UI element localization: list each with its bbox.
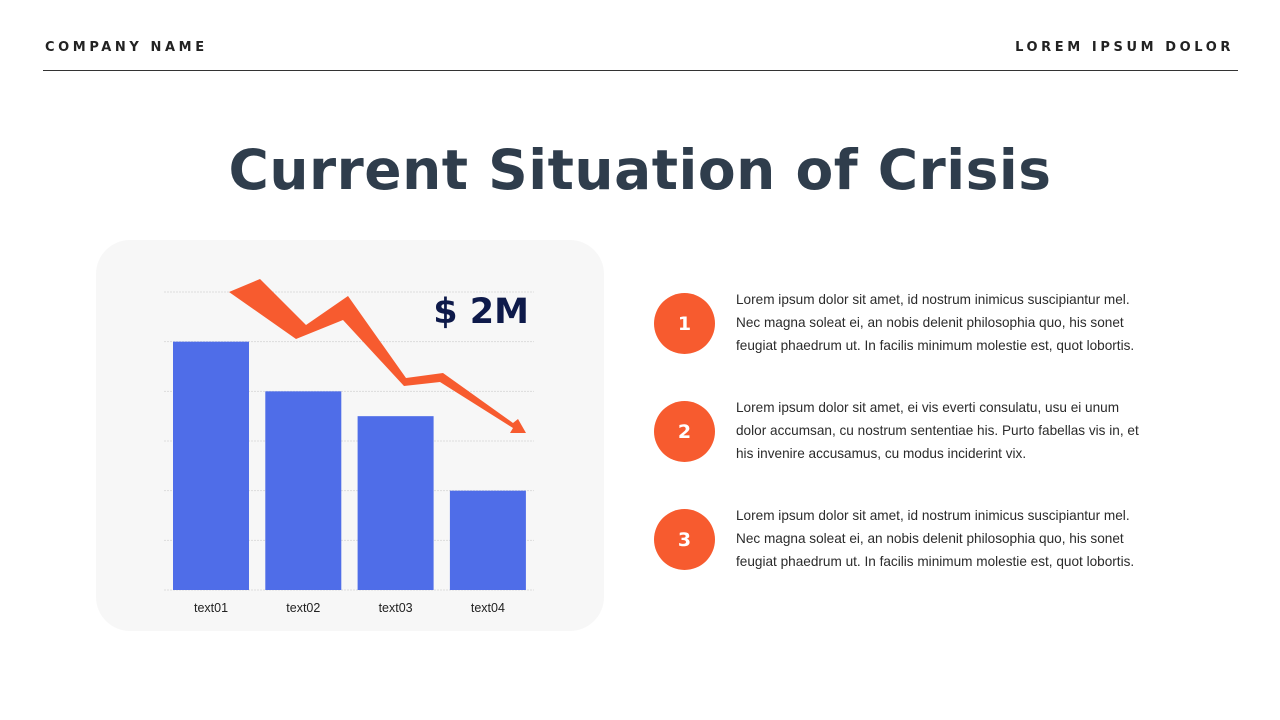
chart-card — [96, 240, 604, 631]
item-text: Lorem ipsum dolor sit amet, id nostrum i… — [736, 288, 1206, 357]
text-line: Lorem ipsum dolor sit amet, id nostrum i… — [736, 292, 1130, 307]
number-badge: 1 — [654, 293, 715, 354]
text-line: Nec magna soleat ei, an nobis delenit ph… — [736, 531, 1124, 546]
item-text: Lorem ipsum dolor sit amet, id nostrum i… — [736, 504, 1206, 573]
page-title: Current Situation of Crisis — [228, 138, 1052, 202]
text-line: Lorem ipsum dolor sit amet, ei vis evert… — [736, 400, 1120, 415]
text-line: Nec magna soleat ei, an nobis delenit ph… — [736, 315, 1124, 330]
text-line: Lorem ipsum dolor sit amet, id nostrum i… — [736, 508, 1130, 523]
number-badge: 2 — [654, 401, 715, 462]
item-text: Lorem ipsum dolor sit amet, ei vis evert… — [736, 396, 1206, 465]
text-line: feugiat phaedrum ut. In facilis minimum … — [736, 554, 1135, 569]
company-name: COMPANY NAME — [45, 40, 208, 55]
header-divider — [43, 70, 1238, 71]
number-badge: 3 — [654, 509, 715, 570]
header-tagline: LOREM IPSUM DOLOR — [1015, 40, 1234, 55]
text-line: dolor accumsan, cu nostrum sententiae hi… — [736, 423, 1139, 438]
text-line: feugiat phaedrum ut. In facilis minimum … — [736, 338, 1135, 353]
text-line: his invenire accusamus, cu modus incider… — [736, 446, 1027, 461]
